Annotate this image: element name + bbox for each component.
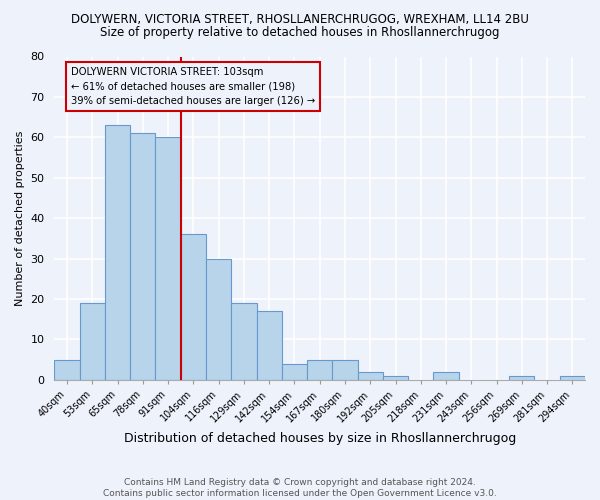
Bar: [231, 303, 257, 380]
Bar: [560, 376, 585, 380]
Bar: [206, 258, 231, 380]
Bar: [509, 376, 535, 380]
Bar: [105, 125, 130, 380]
Text: Contains HM Land Registry data © Crown copyright and database right 2024.
Contai: Contains HM Land Registry data © Crown c…: [103, 478, 497, 498]
Bar: [181, 234, 206, 380]
Y-axis label: Number of detached properties: Number of detached properties: [15, 130, 25, 306]
X-axis label: Distribution of detached houses by size in Rhosllannerchrugog: Distribution of detached houses by size …: [124, 432, 516, 445]
Bar: [358, 372, 383, 380]
Bar: [130, 134, 155, 380]
Text: DOLYWERN VICTORIA STREET: 103sqm
← 61% of detached houses are smaller (198)
39% : DOLYWERN VICTORIA STREET: 103sqm ← 61% o…: [71, 66, 315, 106]
Bar: [257, 311, 282, 380]
Text: Size of property relative to detached houses in Rhosllannerchrugog: Size of property relative to detached ho…: [100, 26, 500, 39]
Bar: [80, 303, 105, 380]
Bar: [307, 360, 332, 380]
Bar: [433, 372, 458, 380]
Bar: [383, 376, 408, 380]
Text: DOLYWERN, VICTORIA STREET, RHOSLLANERCHRUGOG, WREXHAM, LL14 2BU: DOLYWERN, VICTORIA STREET, RHOSLLANERCHR…: [71, 12, 529, 26]
Bar: [332, 360, 358, 380]
Bar: [155, 138, 181, 380]
Bar: [55, 360, 80, 380]
Bar: [282, 364, 307, 380]
